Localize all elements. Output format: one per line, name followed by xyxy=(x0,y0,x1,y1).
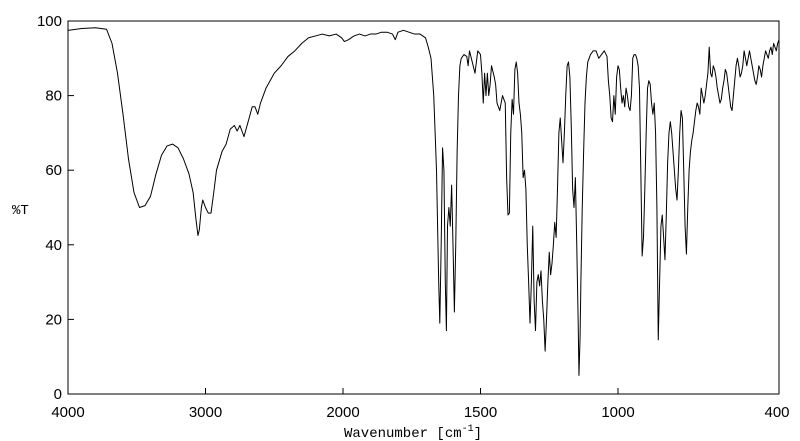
x-axis-title-main: Wavenumber [cm xyxy=(344,426,462,441)
x-tick-label: 400 xyxy=(764,404,789,421)
x-axis-title-sup: -1 xyxy=(462,424,474,435)
x-tick-label: 2000 xyxy=(326,404,359,421)
spectrum-series-line xyxy=(67,27,780,376)
x-tick-label: 1000 xyxy=(601,404,634,421)
y-tick-label: 80 xyxy=(45,88,62,105)
y-axis-title: %T xyxy=(12,203,29,219)
plot-frame xyxy=(67,20,780,395)
y-tick-label: 40 xyxy=(45,237,62,254)
x-tick-label: 3000 xyxy=(189,404,222,421)
series-layer xyxy=(67,27,780,376)
axes xyxy=(67,20,780,395)
x-axis-title-close: ] xyxy=(474,426,482,441)
x-axis-ticks: 4000 3000 2000 1500 1000 400 xyxy=(51,388,790,421)
y-axis-ticks: 0 20 40 60 80 100 xyxy=(37,13,74,403)
y-tick-label: 20 xyxy=(45,311,62,328)
y-tick-label: 100 xyxy=(37,13,62,30)
y-tick-label: 0 xyxy=(54,386,62,403)
x-tick-label: 4000 xyxy=(51,404,84,421)
x-tick-label: 1500 xyxy=(464,404,497,421)
y-tick-label: 60 xyxy=(45,162,62,179)
x-axis-title: Wavenumber [cm-1] xyxy=(344,424,482,441)
